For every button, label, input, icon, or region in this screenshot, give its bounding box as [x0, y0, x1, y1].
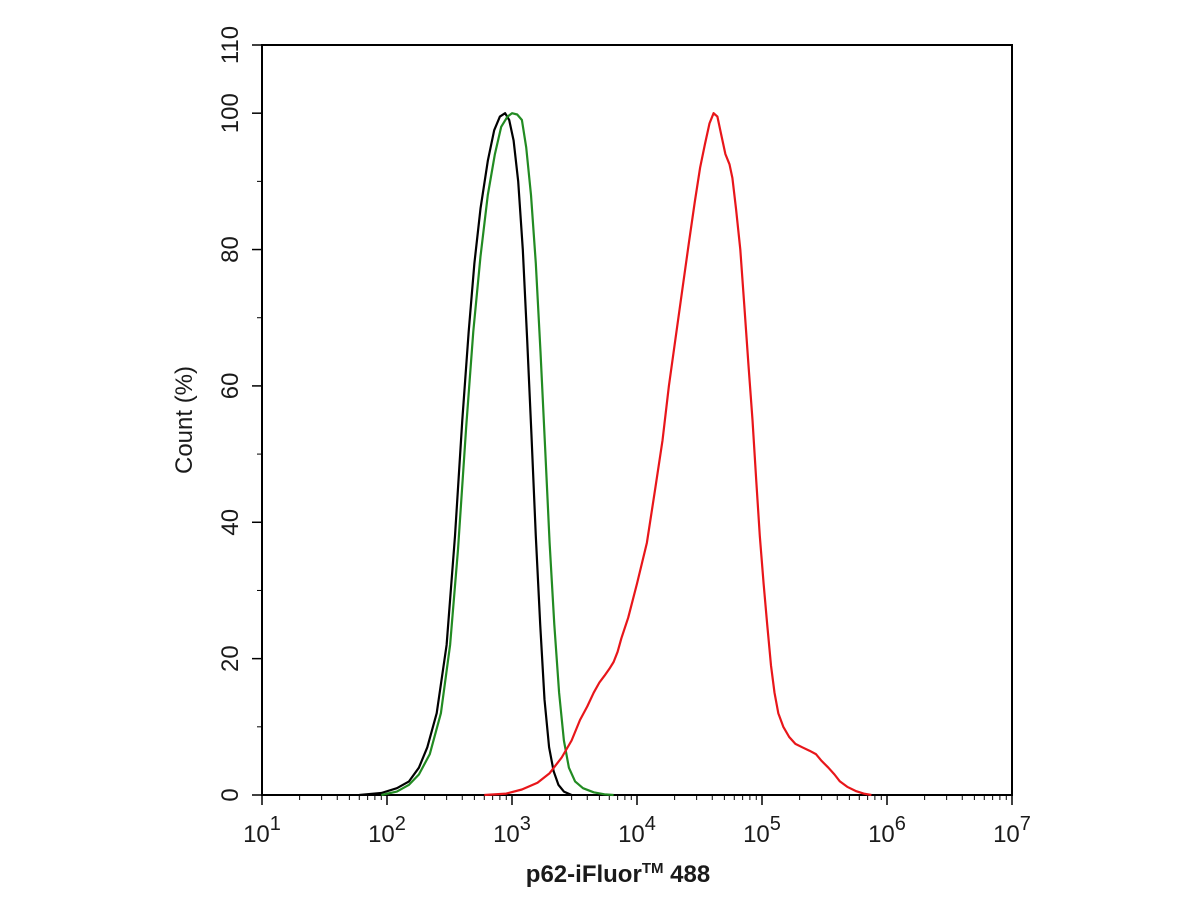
- y-tick-label: 20: [217, 645, 244, 672]
- y-tick-label: 100: [217, 93, 244, 133]
- x-tick-exponent: 2: [395, 813, 406, 835]
- x-tick-base: 10: [618, 821, 645, 848]
- x-tick-exponent: 7: [1020, 813, 1031, 835]
- x-tick-base: 10: [243, 821, 270, 848]
- series-line-2: [381, 112, 614, 797]
- y-tick-label: 110: [217, 26, 244, 64]
- x-tick-label: 105: [743, 813, 781, 848]
- x-tick-label: 107: [993, 813, 1031, 848]
- x-tick-base: 10: [993, 821, 1020, 848]
- x-tick-base: 10: [868, 821, 895, 848]
- series-layer: [359, 112, 872, 797]
- x-tick-base: 10: [743, 821, 770, 848]
- x-tick-exponent: 5: [770, 813, 781, 835]
- series-line-1: [359, 112, 573, 797]
- x-tick-label: 104: [618, 813, 656, 848]
- x-tick-exponent: 6: [895, 813, 906, 835]
- x-axis-label-suffix: 488: [663, 861, 710, 888]
- y-axis-ticks: 0 20 40 60 80 100 110: [217, 26, 262, 802]
- plot-frame: [261, 44, 1013, 796]
- x-tick-base: 10: [493, 821, 520, 848]
- minor-ticks: [257, 180, 1007, 800]
- x-tick-label: 102: [368, 813, 406, 848]
- x-tick-label: 101: [243, 813, 281, 848]
- x-axis-ticks: 101 102 103 104 105 106 107: [243, 795, 1031, 848]
- x-tick-exponent: 4: [645, 813, 656, 835]
- x-axis-label-sup: TM: [642, 860, 664, 877]
- x-tick-exponent: 3: [520, 813, 531, 835]
- y-axis-label: Count (%): [171, 366, 198, 474]
- x-tick-base: 10: [368, 821, 395, 848]
- x-tick-exponent: 1: [270, 813, 281, 835]
- x-axis-label-main: p62-iFluor: [526, 861, 642, 888]
- y-tick-label: 80: [217, 236, 244, 263]
- y-tick-label: 0: [217, 788, 244, 801]
- y-tick-label: 40: [217, 509, 244, 536]
- y-tick-label: 60: [217, 373, 244, 400]
- x-tick-label: 106: [868, 813, 906, 848]
- x-tick-label: 103: [493, 813, 531, 848]
- x-axis-label: p62-iFluorTM 488: [526, 860, 710, 888]
- series-line-3: [484, 112, 872, 797]
